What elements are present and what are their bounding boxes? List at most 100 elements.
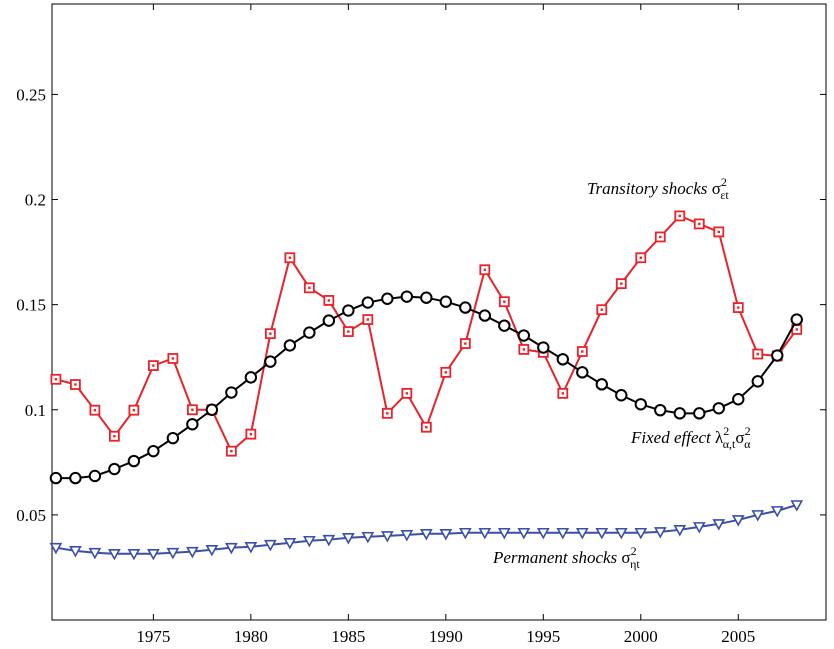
marker-triangle <box>731 515 745 527</box>
annotation-part: σ <box>621 548 630 567</box>
marker-dot <box>347 330 350 333</box>
marker-triangle <box>263 539 277 552</box>
marker-triangle <box>595 527 609 540</box>
marker-circle <box>790 313 803 326</box>
x-tick-label: 1980 <box>234 627 268 646</box>
marker-triangle <box>186 546 199 559</box>
marker <box>284 252 296 264</box>
marker-dot <box>659 235 662 239</box>
marker <box>557 387 569 399</box>
marker <box>69 379 81 390</box>
marker-circle <box>634 398 647 411</box>
marker-triangle <box>49 542 63 555</box>
marker-dot <box>113 435 116 438</box>
marker-dot <box>288 256 292 259</box>
marker-triangle <box>400 530 414 542</box>
marker-circle <box>693 407 706 420</box>
x-tick-label: 1985 <box>331 627 365 646</box>
marker <box>323 295 335 306</box>
marker-dot <box>132 408 136 412</box>
marker-triangle <box>556 527 570 540</box>
marker-circle <box>127 454 141 468</box>
marker-dot <box>366 318 370 321</box>
marker-triangle <box>205 544 219 557</box>
marker <box>498 296 510 308</box>
marker-triangle <box>614 527 628 540</box>
marker <box>50 373 62 385</box>
marker-dot <box>54 378 58 381</box>
annotation-part: Fixed effect <box>630 428 715 447</box>
marker-dot <box>269 332 272 335</box>
marker-triangle <box>69 546 82 558</box>
annotation-part: ηt <box>630 557 640 571</box>
marker-triangle <box>653 527 667 539</box>
marker-triangle <box>380 531 394 543</box>
annotation: Transitory shocks σ2 εt <box>587 175 729 202</box>
marker <box>674 210 686 222</box>
annotation-part: 2 <box>631 544 637 558</box>
marker <box>264 328 276 340</box>
marker-circle <box>498 319 511 332</box>
marker-dot <box>561 392 565 395</box>
marker-circle <box>517 329 531 342</box>
marker-circle <box>264 355 277 368</box>
marker-triangle <box>458 527 472 540</box>
marker <box>186 404 198 416</box>
marker-circle <box>615 389 628 402</box>
marker-dot <box>152 364 155 367</box>
marker <box>596 304 608 316</box>
marker-triangle <box>497 527 511 540</box>
marker-triangle <box>361 531 375 544</box>
marker <box>401 387 413 399</box>
marker <box>342 326 354 337</box>
annotation-part: σ <box>712 179 721 198</box>
marker-circle <box>186 418 199 431</box>
marker-dot <box>74 383 77 386</box>
annotation-part: 2 <box>745 424 751 438</box>
marker-circle <box>69 471 82 485</box>
marker-circle <box>147 444 160 458</box>
marker-triangle <box>322 534 336 547</box>
marker <box>440 366 452 378</box>
y-tick-label: 0.25 <box>16 85 46 104</box>
annotation-part: λ <box>715 428 724 447</box>
marker-dot <box>503 300 506 303</box>
marker <box>459 338 471 349</box>
marker-circle <box>771 349 784 362</box>
marker <box>518 344 530 355</box>
marker-triangle <box>166 547 180 560</box>
marker-dot <box>386 412 389 415</box>
marker <box>147 360 159 372</box>
marker-triangle <box>478 527 492 540</box>
marker-triangle <box>419 529 433 541</box>
marker <box>654 231 666 243</box>
marker-triangle <box>790 500 804 512</box>
marker-triangle <box>634 527 648 540</box>
annotation-part: α,t <box>723 437 736 451</box>
marker-dot <box>795 328 798 331</box>
marker-triangle <box>127 548 141 561</box>
marker-circle <box>225 386 238 399</box>
marker <box>225 445 237 457</box>
annotation-part: Transitory shocks <box>587 179 712 198</box>
marker-triangle <box>673 525 687 537</box>
marker-circle <box>576 366 589 379</box>
marker-circle <box>673 407 686 420</box>
x-tick-label: 2000 <box>624 627 658 646</box>
series-line <box>55 295 798 480</box>
marker-circle <box>283 339 297 352</box>
series-line <box>55 214 798 453</box>
annotation-part: 2 <box>721 175 727 189</box>
marker-circle <box>595 378 608 391</box>
marker-circle <box>108 462 121 476</box>
marker-triangle <box>147 548 160 561</box>
marker-circle <box>459 301 472 314</box>
marker-triangle <box>244 542 258 554</box>
marker <box>381 407 393 419</box>
marker-dot <box>93 408 97 412</box>
marker <box>420 421 432 433</box>
x-tick-label: 1990 <box>429 627 463 646</box>
marker <box>713 226 725 238</box>
marker <box>693 218 705 230</box>
